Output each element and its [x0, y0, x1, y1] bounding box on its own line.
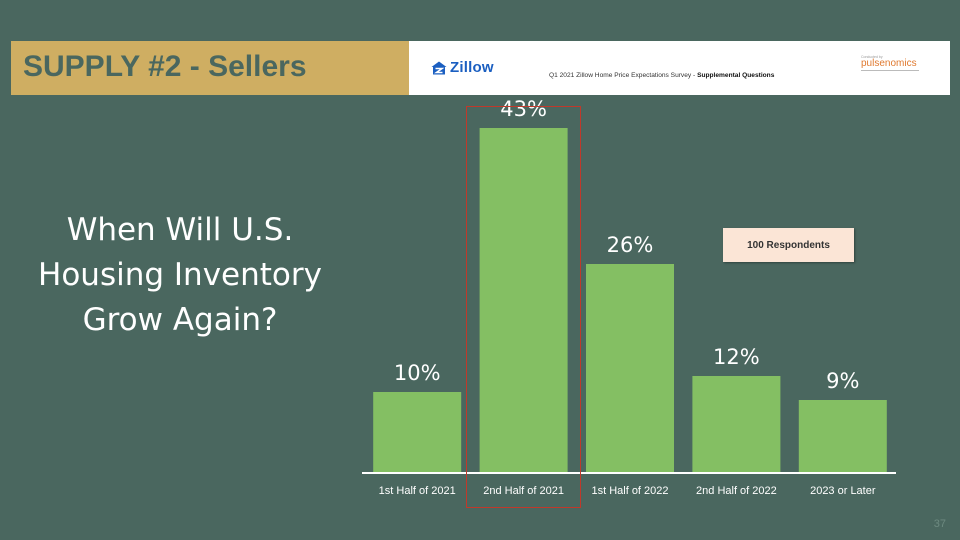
bar [373, 392, 462, 472]
partner-underline [861, 70, 919, 71]
data-label: 12% [713, 345, 760, 369]
zillow-logo: Zillow [431, 59, 494, 76]
respondents-badge: 100 Respondents [723, 228, 854, 262]
question-text: When Will U.S. Housing Inventory Grow Ag… [38, 212, 322, 338]
survey-header-banner: Zillow Q1 2021 Zillow Home Price Expecta… [409, 41, 950, 95]
data-label: 43% [500, 97, 547, 121]
pulsenomics-logo: Conducted by pulsenomics [861, 55, 923, 71]
data-label: 26% [607, 233, 654, 257]
bar [586, 264, 674, 472]
section-header-banner: SUPPLY #2 - Sellers [11, 41, 409, 95]
x-tick-label: 2nd Half of 2022 [696, 485, 777, 497]
x-tick-label: 2nd Half of 2021 [483, 485, 564, 497]
page-number: 37 [933, 518, 946, 530]
data-label: 9% [826, 369, 859, 393]
survey-caption: Q1 2021 Zillow Home Price Expectations S… [549, 72, 774, 79]
x-tick-label: 1st Half of 2022 [591, 485, 668, 497]
partner-name: pulsenomics [861, 58, 917, 69]
bar [692, 376, 781, 472]
data-label: 10% [394, 361, 441, 385]
x-tick-label: 2023 or Later [810, 485, 876, 497]
zillow-wordmark: Zillow [450, 59, 494, 76]
survey-caption-bold: Supplemental Questions [697, 72, 775, 79]
zillow-house-icon [431, 61, 447, 74]
highlight-box [466, 106, 581, 508]
survey-caption-text: Q1 2021 Zillow Home Price Expectations S… [549, 72, 698, 79]
bar [798, 400, 887, 472]
section-title: SUPPLY #2 - Sellers [23, 50, 307, 83]
bar [479, 128, 568, 472]
partner-tagline: Conducted by [861, 55, 883, 59]
x-tick-label: 1st Half of 2021 [379, 485, 456, 497]
